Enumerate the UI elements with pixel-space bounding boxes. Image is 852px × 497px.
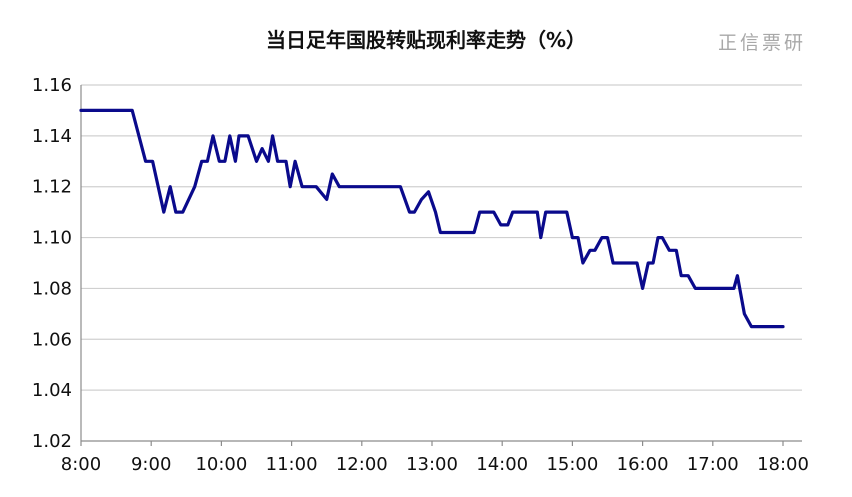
y-tick-label: 1.14 (32, 126, 72, 147)
y-tick-label: 1.02 (32, 431, 72, 452)
chart-title: 当日足年国股转贴现利率走势（%） (265, 28, 587, 52)
x-tick-label: 12:00 (336, 454, 388, 475)
watermark-logo: 正信票研 (717, 32, 806, 54)
y-tick-label: 1.08 (32, 278, 72, 299)
x-tick-label: 11:00 (266, 454, 318, 475)
x-tick-label: 17:00 (687, 454, 739, 475)
y-tick-label: 1.12 (32, 177, 72, 198)
x-tick-label: 18:00 (757, 454, 809, 475)
x-tick-label: 13:00 (406, 454, 458, 475)
x-tick-label: 9:00 (131, 454, 171, 475)
x-tick-label: 15:00 (546, 454, 598, 475)
x-tick-label: 14:00 (476, 454, 528, 475)
series-line (79, 108, 785, 329)
y-tick-label: 1.16 (32, 75, 72, 96)
x-tick-label: 10:00 (195, 454, 247, 475)
x-tick-label: 8:00 (61, 454, 101, 475)
y-tick-label: 1.04 (32, 380, 72, 401)
x-tick-label: 16:00 (617, 454, 669, 475)
y-tick-label: 1.06 (32, 329, 72, 350)
y-tick-label: 1.10 (32, 228, 72, 249)
